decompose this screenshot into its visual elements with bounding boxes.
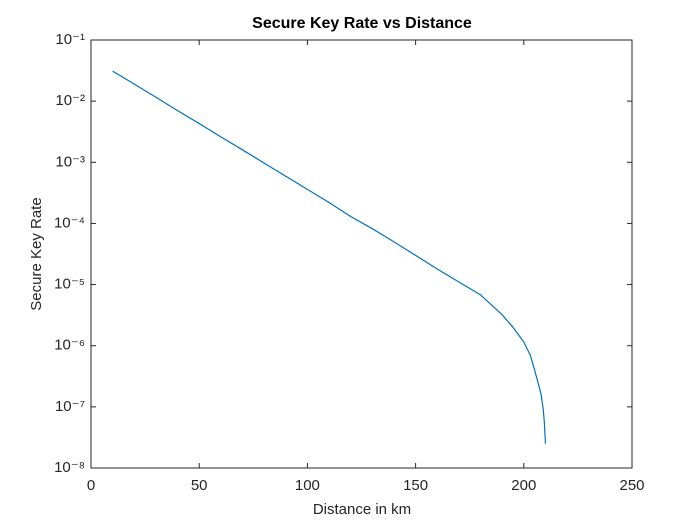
y-tick-label: 10⁻¹ [55,31,85,48]
y-axis-label: Secure Key Rate [28,197,45,310]
y-tick-label: 10⁻⁴ [54,214,85,231]
y-tick-label: 10⁻⁷ [55,398,85,415]
y-tick-label: 10⁻³ [55,153,85,170]
x-tick-label: 100 [295,477,320,494]
y-tick-label: 10⁻⁶ [54,337,85,354]
x-tick-label: 0 [87,477,95,494]
data-line [112,70,547,444]
x-tick-label: 250 [619,477,644,494]
axes-box [90,39,633,469]
x-tick-label: 50 [191,477,208,494]
x-tick-label: 200 [511,477,536,494]
x-tick-label: 150 [403,477,428,494]
chart-title: Secure Key Rate vs Distance [252,15,472,32]
y-tick-label: 10⁻² [55,92,85,109]
x-axis-label: Distance in km [313,501,411,518]
y-tick-label: 10⁻⁸ [54,459,85,476]
y-tick-label: 10⁻⁵ [54,276,85,293]
